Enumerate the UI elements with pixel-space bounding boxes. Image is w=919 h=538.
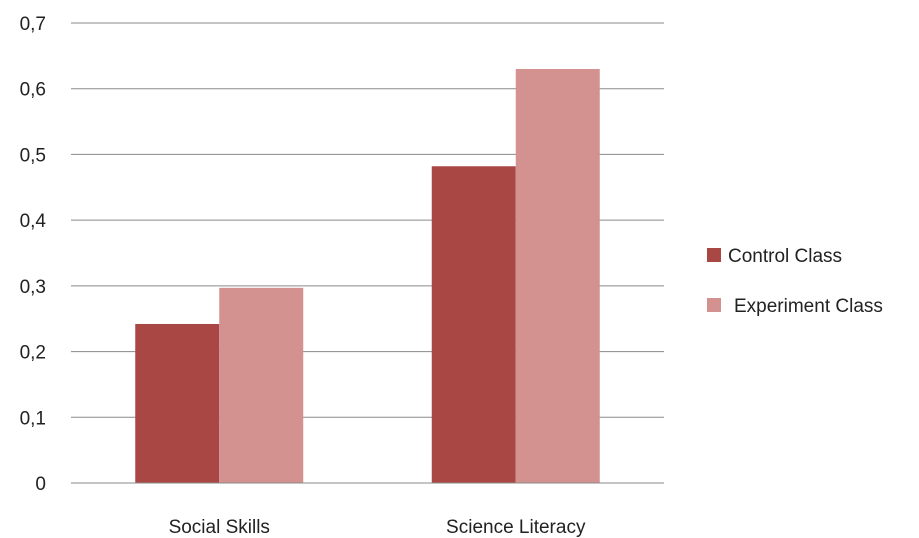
y-tick-label: 0,1: [20, 408, 46, 429]
bars: [135, 69, 600, 483]
legend-swatch-control-class: [707, 248, 721, 262]
x-axis-category-labels: Social Skills Science Literacy: [169, 517, 586, 538]
x-category-label: Science Literacy: [446, 517, 586, 538]
y-tick-label: 0,3: [20, 277, 46, 298]
legend: Control Class Experiment Class: [707, 246, 883, 317]
y-tick-label: 0,7: [20, 14, 46, 35]
legend-label-control-class: Control Class: [728, 246, 842, 267]
bar-experiment-class-science-literacy: [516, 69, 600, 483]
legend-label-experiment-class: Experiment Class: [734, 296, 883, 317]
legend-swatch-experiment-class: [707, 298, 721, 312]
x-category-label: Social Skills: [169, 517, 270, 538]
y-tick-label: 0,2: [20, 343, 46, 364]
bar-control-class-social-skills: [135, 324, 219, 483]
y-tick-label: 0,6: [20, 80, 46, 101]
y-tick-label: 0,5: [20, 145, 46, 166]
bar-control-class-science-literacy: [432, 166, 516, 483]
y-tick-label: 0,4: [20, 211, 47, 232]
legend-item-control-class: Control Class: [707, 246, 842, 267]
y-tick-label: 0: [35, 474, 46, 495]
bar-experiment-class-social-skills: [219, 288, 303, 483]
y-axis-tick-labels: 0 0,1 0,2 0,3 0,4 0,5 0,6 0,7: [20, 14, 47, 495]
legend-item-experiment-class: Experiment Class: [707, 296, 883, 317]
